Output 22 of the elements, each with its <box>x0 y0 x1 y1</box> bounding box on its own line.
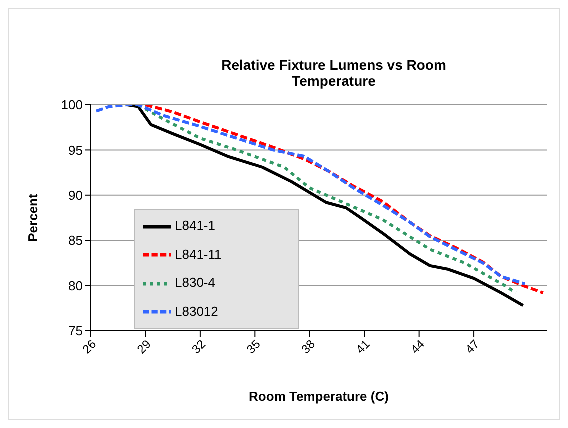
legend-label: L841-1 <box>175 218 216 233</box>
x-tick-label: 32 <box>189 337 209 357</box>
y-tick-label: 90 <box>68 188 83 204</box>
x-tick-label: 41 <box>353 337 373 357</box>
x-tick-label: 44 <box>408 337 428 357</box>
line-series <box>94 105 527 286</box>
legend-label: L830-4 <box>175 275 216 290</box>
x-axis-title: Room Temperature (C) <box>249 389 389 404</box>
x-tick-label: 47 <box>462 337 482 357</box>
y-tick-label: 85 <box>68 233 83 248</box>
chart-title: Relative Fixture Lumens vs Room Temperature <box>220 57 448 89</box>
x-tick-label: 29 <box>134 337 154 357</box>
legend-label: L841-11 <box>175 246 222 262</box>
y-tick-label: 80 <box>68 278 83 294</box>
y-tick-label: 100 <box>61 98 83 113</box>
legend-label: L83012 <box>175 304 218 319</box>
x-tick-label: 38 <box>298 337 318 357</box>
x-tick-label: 35 <box>244 337 264 357</box>
y-tick-label: 75 <box>68 324 83 339</box>
x-tick-label: 26 <box>80 337 100 357</box>
y-tick-label: 95 <box>68 142 83 158</box>
y-axis-title: Percent <box>26 193 41 242</box>
